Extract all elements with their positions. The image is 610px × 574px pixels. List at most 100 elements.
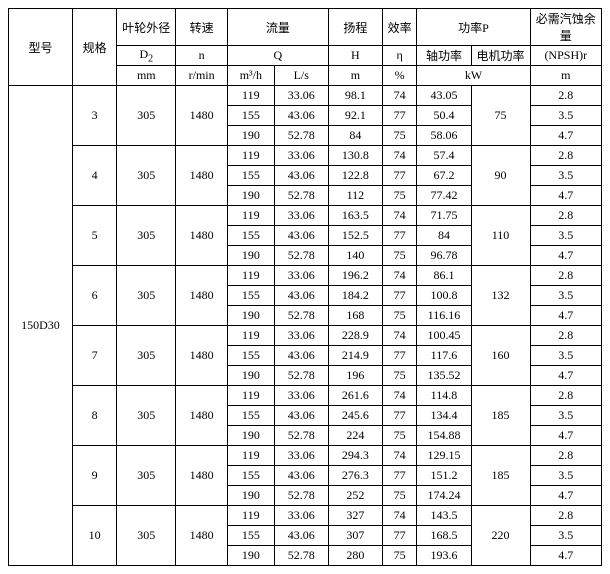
npsh-cell: 4.7	[530, 306, 601, 326]
eta-cell: 74	[382, 266, 416, 286]
shaft-cell: 71.75	[417, 206, 471, 226]
h-cell: 163.5	[328, 206, 382, 226]
q2-cell: 52.78	[274, 126, 328, 146]
n-cell: 1480	[176, 326, 228, 386]
motor-cell: 160	[471, 326, 530, 386]
n-cell: 1480	[176, 446, 228, 506]
h-cell: 122.8	[328, 166, 382, 186]
d2-cell: 305	[117, 446, 176, 506]
spec-cell: 4	[72, 146, 116, 206]
npsh-cell: 3.5	[530, 106, 601, 126]
q1-cell: 190	[227, 366, 274, 386]
q2-cell: 33.06	[274, 446, 328, 466]
npsh-cell: 2.8	[530, 386, 601, 406]
shaft-cell: 96.78	[417, 246, 471, 266]
spec-cell: 7	[72, 326, 116, 386]
q2-cell: 33.06	[274, 266, 328, 286]
eta-cell: 77	[382, 526, 416, 546]
q1-cell: 155	[227, 466, 274, 486]
table-row: 4305148011933.06130.87457.4902.8	[9, 146, 602, 166]
motor-cell: 220	[471, 506, 530, 566]
q1-cell: 190	[227, 306, 274, 326]
shaft-cell: 67.2	[417, 166, 471, 186]
eta-cell: 77	[382, 466, 416, 486]
q1-cell: 190	[227, 486, 274, 506]
col-n-label: 转速	[176, 9, 228, 46]
h-cell: 276.3	[328, 466, 382, 486]
q1-cell: 155	[227, 226, 274, 246]
eta-cell: 75	[382, 306, 416, 326]
h-cell: 294.3	[328, 446, 382, 466]
shaft-cell: 100.8	[417, 286, 471, 306]
motor-cell: 185	[471, 386, 530, 446]
q2-cell: 33.06	[274, 386, 328, 406]
d2-cell: 305	[117, 206, 176, 266]
npsh-cell: 4.7	[530, 426, 601, 446]
q2-cell: 43.06	[274, 286, 328, 306]
q1-cell: 155	[227, 106, 274, 126]
spec-cell: 5	[72, 206, 116, 266]
eta-cell: 75	[382, 426, 416, 446]
q1-cell: 119	[227, 326, 274, 346]
col-spec: 规格	[72, 9, 116, 86]
q1-cell: 119	[227, 506, 274, 526]
h-cell: 327	[328, 506, 382, 526]
d2-cell: 305	[117, 386, 176, 446]
h-cell: 130.8	[328, 146, 382, 166]
npsh-cell: 4.7	[530, 126, 601, 146]
table-header: 型号 规格 叶轮外径 转速 流量 扬程 效率 功率P 必需汽蚀余量 D2 n Q…	[9, 9, 602, 86]
d2-cell: 305	[117, 266, 176, 326]
npsh-cell: 2.8	[530, 506, 601, 526]
q2-cell: 33.06	[274, 206, 328, 226]
eta-cell: 74	[382, 506, 416, 526]
motor-cell: 90	[471, 146, 530, 206]
q1-cell: 119	[227, 386, 274, 406]
h-cell: 252	[328, 486, 382, 506]
eta-cell: 74	[382, 446, 416, 466]
n-cell: 1480	[176, 266, 228, 326]
eta-cell: 77	[382, 406, 416, 426]
q1-cell: 155	[227, 406, 274, 426]
pump-spec-table: 型号 规格 叶轮外径 转速 流量 扬程 效率 功率P 必需汽蚀余量 D2 n Q…	[8, 8, 602, 566]
motor-cell: 75	[471, 86, 530, 146]
model-cell: 150D30	[9, 86, 73, 566]
table-row: 9305148011933.06294.374129.151852.8	[9, 446, 602, 466]
eta-cell: 77	[382, 346, 416, 366]
npsh-cell: 2.8	[530, 86, 601, 106]
q2-cell: 52.78	[274, 546, 328, 566]
q2-cell: 33.06	[274, 146, 328, 166]
q2-cell: 33.06	[274, 506, 328, 526]
spec-cell: 8	[72, 386, 116, 446]
spec-cell: 10	[72, 506, 116, 566]
eta-cell: 77	[382, 286, 416, 306]
eta-cell: 74	[382, 146, 416, 166]
shaft-cell: 117.6	[417, 346, 471, 366]
col-eta-unit: %	[382, 66, 416, 86]
h-cell: 140	[328, 246, 382, 266]
q2-cell: 33.06	[274, 326, 328, 346]
q1-cell: 190	[227, 426, 274, 446]
shaft-cell: 193.6	[417, 546, 471, 566]
h-cell: 245.6	[328, 406, 382, 426]
n-cell: 1480	[176, 506, 228, 566]
shaft-cell: 114.8	[417, 386, 471, 406]
npsh-cell: 2.8	[530, 266, 601, 286]
q2-cell: 43.06	[274, 466, 328, 486]
h-cell: 98.1	[328, 86, 382, 106]
q2-cell: 43.06	[274, 166, 328, 186]
h-cell: 196	[328, 366, 382, 386]
table-row: 150D303305148011933.0698.17443.05752.8	[9, 86, 602, 106]
d2-cell: 305	[117, 86, 176, 146]
npsh-cell: 3.5	[530, 226, 601, 246]
npsh-cell: 3.5	[530, 346, 601, 366]
table-row: 7305148011933.06228.974100.451602.8	[9, 326, 602, 346]
npsh-cell: 2.8	[530, 446, 601, 466]
q1-cell: 119	[227, 266, 274, 286]
eta-cell: 74	[382, 206, 416, 226]
eta-cell: 75	[382, 246, 416, 266]
q1-cell: 119	[227, 446, 274, 466]
q2-cell: 52.78	[274, 426, 328, 446]
q2-cell: 43.06	[274, 406, 328, 426]
npsh-cell: 3.5	[530, 286, 601, 306]
eta-cell: 75	[382, 546, 416, 566]
